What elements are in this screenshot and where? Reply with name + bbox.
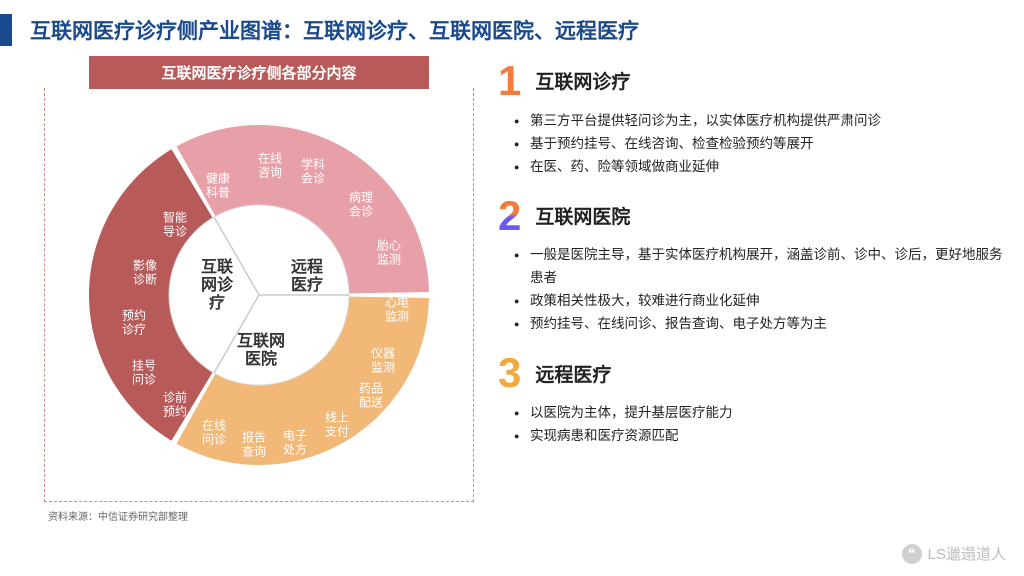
page-title: 互联网医疗诊疗侧产业图谱：互联网诊疗、互联网医院、远程医疗 [30, 15, 639, 45]
donut-seg-label: 健康 科普 [206, 171, 230, 200]
section-number-3: 3 [498, 354, 521, 392]
donut-chart: 互联 网诊 疗 远程 医疗 互联网 医院 在线 咨询健康 科普智能 导诊影像 诊… [79, 115, 439, 475]
bullet-item: 预约挂号、在线问诊、报告查询、电子处方等为主 [530, 313, 1004, 336]
donut-seg-label: 预约 诊疗 [122, 308, 146, 337]
diagram-tab-header: 互联网医疗诊疗侧各部分内容 [89, 56, 429, 89]
section-title: 互联网诊疗 [535, 67, 630, 94]
diagram-frame: 互联 网诊 疗 远程 医疗 互联网 医院 在线 咨询健康 科普智能 导诊影像 诊… [44, 88, 474, 502]
donut-seg-label: 学科 会诊 [301, 157, 325, 186]
donut-seg-label: 在线 问诊 [202, 418, 226, 447]
donut-seg-label: 仪器 监测 [371, 346, 395, 375]
center-label-a: 互联 网诊 疗 [197, 259, 237, 314]
donut-seg-label: 药品 配送 [359, 381, 383, 410]
bullet-item: 实现病患和医疗资源匹配 [530, 425, 1004, 448]
donut-seg-label: 病理 会诊 [349, 190, 373, 219]
title-bar: 互联网医疗诊疗侧产业图谱：互联网诊疗、互联网医院、远程医疗 [0, 0, 1024, 56]
center-label-c: 互联网 医院 [231, 333, 291, 370]
section-title: 远程医疗 [535, 360, 611, 387]
source-note: 资料来源：中信证券研究部整理 [48, 508, 474, 523]
donut-seg-label: 挂号 问诊 [132, 358, 156, 387]
diagram-column: 互联网医疗诊疗侧各部分内容 互联 网诊 疗 远程 医疗 互联网 医院 在线 咨询… [44, 56, 474, 523]
donut-seg-label: 电子 处方 [283, 428, 307, 457]
watermark-text: LS邋遢道人 [928, 543, 1006, 564]
donut-seg-label: 胎心 监测 [377, 238, 401, 267]
section-number-1: 1 [498, 62, 521, 100]
donut-seg-label: 在线 咨询 [258, 151, 282, 180]
section-number-2: 2 [498, 197, 521, 235]
bullet-item: 基于预约挂号、在线咨询、检查检验预约等展开 [530, 133, 1004, 156]
bullet-item: 以医院为主体，提升基层医疗能力 [530, 402, 1004, 425]
donut-seg-label: 心电 监测 [385, 295, 409, 324]
donut-seg-label: 诊前 预约 [163, 390, 187, 419]
title-accent [0, 14, 12, 46]
wechat-icon: ❝ [902, 544, 922, 564]
section-3: 3 远程医疗以医院为主体，提升基层医疗能力实现病患和医疗资源匹配 [498, 354, 1004, 448]
watermark: ❝ LS邋遢道人 [902, 543, 1006, 564]
section-1: 1 互联网诊疗第三方平台提供轻问诊为主，以实体医疗机构提供严肃问诊基于预约挂号、在… [498, 62, 1004, 179]
section-bullets: 以医院为主体，提升基层医疗能力实现病患和医疗资源匹配 [498, 402, 1004, 448]
donut-seg-label: 智能 导诊 [163, 210, 187, 239]
center-label-b: 远程 医疗 [287, 259, 327, 296]
bullet-item: 在医、药、险等领域做商业延伸 [530, 156, 1004, 179]
bullet-item: 政策相关性极大，较难进行商业化延伸 [530, 290, 1004, 313]
donut-seg-label: 影像 诊断 [133, 258, 157, 287]
bullet-item: 第三方平台提供轻问诊为主，以实体医疗机构提供严肃问诊 [530, 110, 1004, 133]
sections-column: 1 互联网诊疗第三方平台提供轻问诊为主，以实体医疗机构提供严肃问诊基于预约挂号、在… [498, 56, 1004, 523]
section-bullets: 第三方平台提供轻问诊为主，以实体医疗机构提供严肃问诊基于预约挂号、在线咨询、检查… [498, 110, 1004, 179]
bullet-item: 一般是医院主导，基于实体医疗机构展开，涵盖诊前、诊中、诊后，更好地服务患者 [530, 244, 1004, 290]
section-bullets: 一般是医院主导，基于实体医疗机构展开，涵盖诊前、诊中、诊后，更好地服务患者政策相… [498, 244, 1004, 336]
section-2: 2 互联网医院一般是医院主导，基于实体医疗机构展开，涵盖诊前、诊中、诊后，更好地服… [498, 197, 1004, 337]
donut-seg-label: 线上 支付 [325, 410, 349, 439]
section-title: 互联网医院 [535, 202, 630, 229]
donut-seg-label: 报告 查询 [242, 430, 266, 459]
content: 互联网医疗诊疗侧各部分内容 互联 网诊 疗 远程 医疗 互联网 医院 在线 咨询… [0, 56, 1024, 523]
